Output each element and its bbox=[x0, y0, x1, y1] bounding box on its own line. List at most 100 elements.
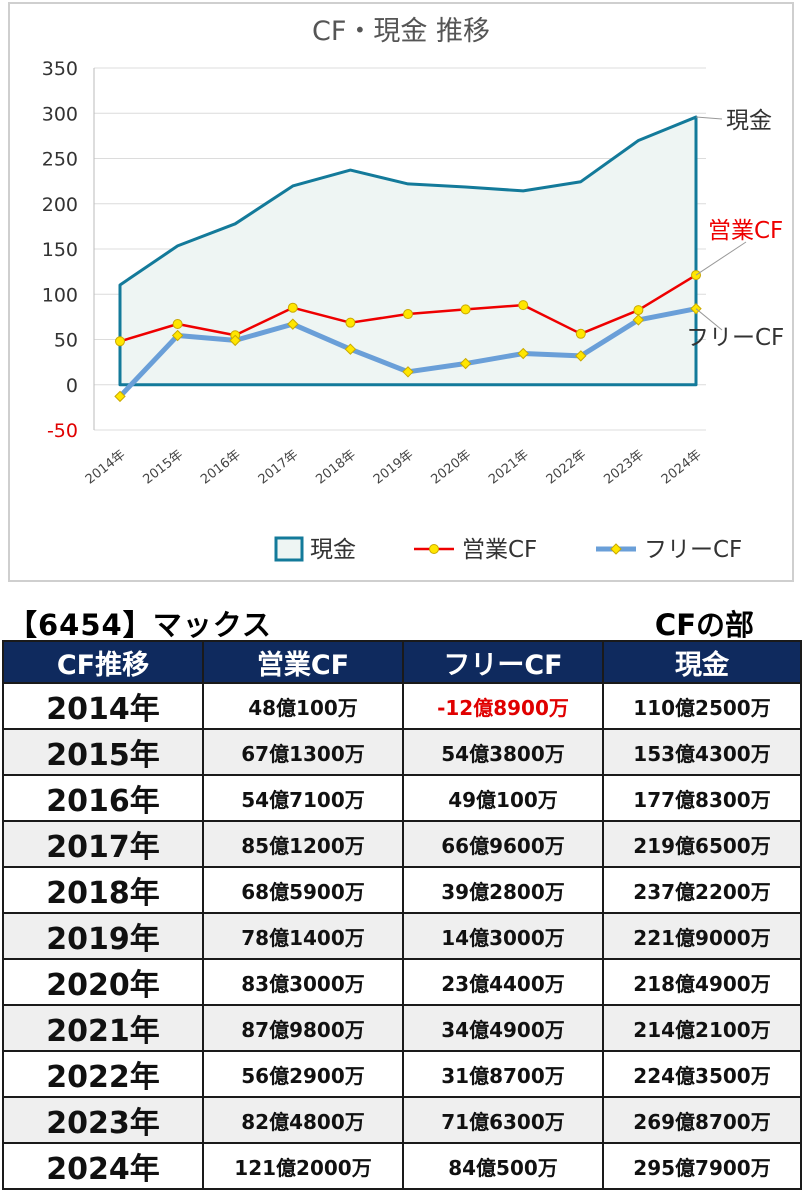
header-year: CF推移 bbox=[2, 640, 204, 684]
free-cf-point bbox=[632, 314, 645, 326]
series-cash-area bbox=[118, 115, 698, 387]
free-cf-end-label: フリーCF bbox=[686, 325, 784, 351]
free-cf-cell: 39億2800万 bbox=[402, 866, 604, 914]
operating-cf-cell: 78億1400万 bbox=[202, 912, 404, 960]
x-tick-label: 2014年 bbox=[83, 447, 129, 487]
operating-cf-point bbox=[172, 318, 183, 329]
free-cf-point bbox=[287, 318, 299, 330]
cash-cell: 224億3500万 bbox=[602, 1050, 802, 1098]
free-cf-cell: 34億4900万 bbox=[402, 1004, 604, 1052]
table-row: 2024年 121億2000万 84億500万 295億7900万 bbox=[2, 1142, 802, 1190]
y-tick-label: 250 bbox=[42, 149, 78, 171]
legend-operating-cf-marker bbox=[429, 544, 439, 554]
operating-cf-point bbox=[403, 309, 413, 320]
cash-cell: 237億2200万 bbox=[602, 866, 802, 914]
year-cell: 2022年 bbox=[2, 1050, 204, 1098]
free-cf-point bbox=[114, 390, 126, 403]
x-tick-label: 2020年 bbox=[429, 447, 475, 487]
free-cf-point bbox=[171, 329, 184, 342]
free-cf-cell: 31億8700万 bbox=[402, 1050, 604, 1098]
y-tick-label: 300 bbox=[42, 103, 78, 125]
table-row: 2015年 67億1300万 54億3800万 153億4300万 bbox=[2, 728, 802, 776]
operating-cf-point bbox=[575, 328, 586, 339]
operating-cf-leader-line bbox=[695, 241, 747, 276]
y-tick-label: -50 bbox=[47, 420, 78, 442]
x-tick-label: 2018年 bbox=[313, 447, 359, 487]
y-tick-label: 100 bbox=[42, 284, 78, 306]
legend-cash-label: 現金 bbox=[310, 537, 356, 563]
operating-cf-point bbox=[287, 302, 298, 313]
chart-panel: CF・現金 推移 350 300 250 200 150 100 50 0 -50 2014年 201… bbox=[8, 2, 794, 582]
free-cf-point bbox=[575, 350, 587, 362]
cash-cell: 177億8300万 bbox=[602, 774, 802, 822]
x-tick-label: 2024年 bbox=[659, 447, 705, 487]
cash-cell: 153億4300万 bbox=[602, 728, 802, 776]
cash-cell: 295億7900万 bbox=[602, 1142, 802, 1190]
free-cf-cell: 66億9600万 bbox=[402, 820, 604, 868]
table-caption: 【6454】マックス CFの部 bbox=[4, 602, 798, 642]
legend-free-cf-marker bbox=[610, 543, 622, 555]
operating-cf-cell: 56億2900万 bbox=[202, 1050, 404, 1098]
cash-cell: 110億2500万 bbox=[602, 682, 802, 730]
cash-cell: 214億2100万 bbox=[602, 1004, 802, 1052]
year-cell: 2020年 bbox=[2, 958, 204, 1006]
operating-cf-point bbox=[518, 300, 529, 311]
chart-title: CF・現金 推移 bbox=[312, 16, 490, 47]
free-cf-point bbox=[344, 343, 357, 355]
legend-cash-swatch bbox=[274, 536, 304, 562]
table-row: 2021年 87億9800万 34億4900万 214億2100万 bbox=[2, 1004, 802, 1052]
operating-cf-point bbox=[633, 305, 644, 316]
operating-cf-point bbox=[460, 304, 471, 315]
year-cell: 2015年 bbox=[2, 728, 204, 776]
free-cf-cell: 54億3800万 bbox=[402, 728, 604, 776]
free-cf-cell: 84億500万 bbox=[402, 1142, 604, 1190]
x-tick-label: 2016年 bbox=[198, 447, 244, 487]
operating-cf-cell: 82億4800万 bbox=[202, 1096, 404, 1144]
legend-free-cf-label: フリーCF bbox=[644, 537, 742, 563]
free-cf-cell: 23億4400万 bbox=[402, 958, 604, 1006]
operating-cf-cell: 67億1300万 bbox=[202, 728, 404, 776]
operating-cf-point bbox=[345, 317, 356, 328]
cash-cell: 219億6500万 bbox=[602, 820, 802, 868]
cash-leader-line bbox=[695, 116, 723, 120]
y-tick-label: 350 bbox=[42, 58, 78, 80]
operating-cf-cell: 121億2000万 bbox=[202, 1142, 404, 1190]
free-cf-cell: 14億3000万 bbox=[402, 912, 604, 960]
x-tick-label: 2019年 bbox=[371, 447, 417, 487]
legend-operating-cf-label: 営業CF bbox=[462, 537, 537, 563]
year-cell: 2016年 bbox=[2, 774, 204, 822]
table-row: 2019年 78億1400万 14億3000万 221億9000万 bbox=[2, 912, 802, 960]
table-row: 2022年 56億2900万 31億8700万 224億3500万 bbox=[2, 1050, 802, 1098]
free-cf-leader-line bbox=[695, 308, 723, 331]
cash-end-label: 現金 bbox=[726, 108, 772, 134]
year-cell: 2024年 bbox=[2, 1142, 204, 1190]
free-cf-point bbox=[459, 357, 472, 370]
company-name: 【6454】マックス bbox=[8, 608, 272, 642]
operating-cf-cell: 54億7100万 bbox=[202, 774, 404, 822]
free-cf-cell: 71億6300万 bbox=[402, 1096, 604, 1144]
year-cell: 2014年 bbox=[2, 682, 204, 730]
free-cf-cell: -12億8900万 bbox=[402, 682, 604, 730]
table-row: 2018年 68億5900万 39億2800万 237億2200万 bbox=[2, 866, 802, 914]
table-header-row: CF推移 営業CF フリーCF 現金 bbox=[2, 640, 802, 684]
header-free-cf: フリーCF bbox=[402, 640, 604, 684]
free-cf-point bbox=[402, 366, 414, 378]
table-row: 2017年 85億1200万 66億9600万 219億6500万 bbox=[2, 820, 802, 868]
operating-cf-cell: 87億9800万 bbox=[202, 1004, 404, 1052]
x-tick-label: 2015年 bbox=[141, 447, 187, 487]
operating-cf-end-label: 営業CF bbox=[708, 218, 783, 244]
operating-cf-cell: 48億100万 bbox=[202, 682, 404, 730]
table-row: 2020年 83億3000万 23億4400万 218億4900万 bbox=[2, 958, 802, 1006]
free-cf-point bbox=[229, 334, 241, 347]
year-cell: 2023年 bbox=[2, 1096, 204, 1144]
y-tick-label: 0 bbox=[66, 375, 78, 397]
table-row: 2016年 54億7100万 49億100万 177億8300万 bbox=[2, 774, 802, 822]
y-tick-label: 50 bbox=[54, 330, 78, 352]
x-tick-label: 2021年 bbox=[486, 447, 532, 487]
y-tick-label: 200 bbox=[42, 194, 78, 216]
cash-cell: 269億8700万 bbox=[602, 1096, 802, 1144]
y-tick-label: 150 bbox=[42, 239, 78, 261]
operating-cf-cell: 68億5900万 bbox=[202, 866, 404, 914]
x-tick-label: 2017年 bbox=[256, 447, 302, 487]
